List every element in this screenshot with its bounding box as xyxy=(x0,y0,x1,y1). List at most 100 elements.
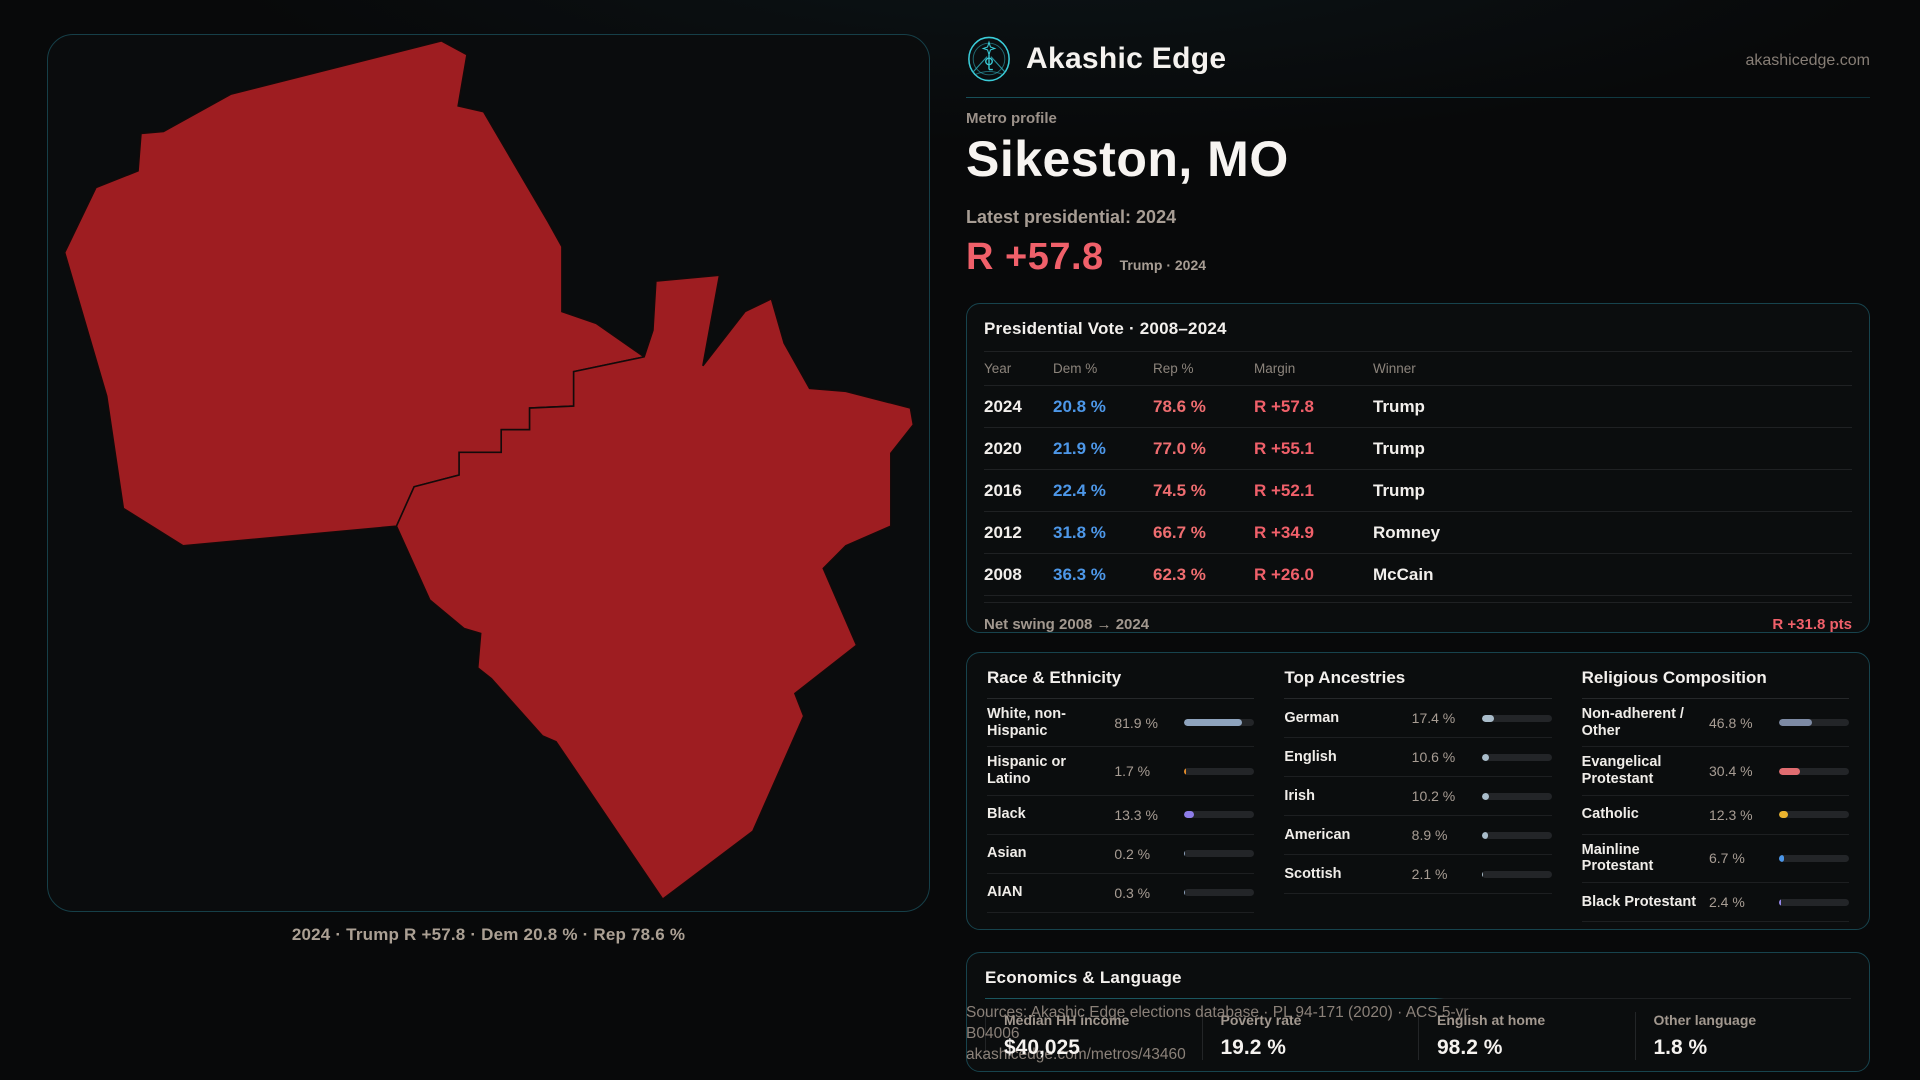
economics-language-card: Economics & Language Median HH income $4… xyxy=(966,952,1870,1072)
vote-year: 2016 xyxy=(984,480,1022,500)
vote-dem-pct: 20.8 % xyxy=(1053,396,1106,416)
stat-value: 30.4 % xyxy=(1709,763,1753,780)
stat-label: Asian xyxy=(987,845,1027,862)
stat-row: Catholic 12.3 % xyxy=(1581,796,1849,835)
stat-row: Hispanic or Latino 1.7 % xyxy=(987,747,1255,796)
vote-winner: McCain xyxy=(1373,564,1434,584)
vote-margin: R +55.1 xyxy=(1254,438,1315,458)
ancestries-section: Top Ancestries German 17.4 % English 10.… xyxy=(1284,653,1552,922)
divider xyxy=(984,351,1852,352)
headline-margin: R +57.8 Trump · 2024 xyxy=(966,238,1206,276)
stat-label: Non-adherent / Other xyxy=(1581,706,1684,739)
vote-table-row: 2012 31.8 % 66.7 % R +34.9 Romney xyxy=(984,512,1852,554)
vote-year: 2024 xyxy=(984,396,1022,416)
stat-bar-fill xyxy=(1481,792,1489,800)
economics-stat-label: Poverty rate xyxy=(1220,1012,1302,1028)
vote-winner: Trump xyxy=(1373,396,1425,416)
stat-bar-fill xyxy=(1779,719,1812,727)
economics-stat: Other language 1.8 % xyxy=(1634,1012,1852,1060)
stat-row: German 17.4 % xyxy=(1284,699,1552,738)
stat-bar-fill xyxy=(1481,870,1484,878)
county-map-panel xyxy=(47,34,930,912)
presidential-vote-card: Presidential Vote · 2008–2024 Year Dem %… xyxy=(966,303,1870,633)
col-year: Year xyxy=(984,361,1012,376)
vote-rep-pct: 62.3 % xyxy=(1153,564,1206,584)
stat-bar-track xyxy=(1779,719,1849,727)
brand-title: Akashic Edge xyxy=(1026,42,1227,75)
stat-bar-track xyxy=(1779,767,1849,775)
stat-row: Mainline Protestant 6.7 % xyxy=(1581,835,1849,884)
economics-card-title: Economics & Language xyxy=(985,968,1182,987)
stat-label: German xyxy=(1284,709,1340,726)
divider xyxy=(987,698,1255,699)
county-shape-east xyxy=(395,274,915,901)
vote-winner: Trump xyxy=(1373,480,1425,500)
vote-table-row: 2020 21.9 % 77.0 % R +55.1 Trump xyxy=(984,428,1852,470)
stat-label: AIAN xyxy=(987,884,1023,901)
economics-stat-label: English at home xyxy=(1437,1012,1546,1028)
net-swing-value: R +31.8 pts xyxy=(1772,616,1852,633)
vote-rep-pct: 78.6 % xyxy=(1153,396,1206,416)
stat-bar-fill xyxy=(1779,854,1784,862)
vote-rep-pct: 66.7 % xyxy=(1153,522,1206,542)
stat-bar-fill xyxy=(1184,719,1242,727)
stat-value: 2.1 % xyxy=(1411,866,1448,882)
race-list: White, non-Hispanic 81.9 % Hispanic or L… xyxy=(987,699,1255,913)
source-url-link[interactable]: akashicedge.com/metros/43460 xyxy=(966,1046,1186,1063)
vote-dem-pct: 31.8 % xyxy=(1053,522,1106,542)
stat-row: Black 13.3 % xyxy=(987,796,1255,835)
vote-dem-pct: 21.9 % xyxy=(1053,438,1106,458)
divider xyxy=(985,998,1851,999)
akashic-edge-logo-icon xyxy=(968,36,1010,82)
col-margin: Margin xyxy=(1254,361,1296,376)
demographics-card: Race & Ethnicity White, non-Hispanic 81.… xyxy=(966,652,1870,930)
vote-margin: R +26.0 xyxy=(1254,564,1315,584)
stat-row: Asian 0.2 % xyxy=(987,835,1255,874)
stat-value: 10.2 % xyxy=(1411,788,1456,804)
stat-value: 8.9 % xyxy=(1411,827,1448,843)
stat-label: White, non-Hispanic xyxy=(987,706,1066,739)
religion-section-title: Religious Composition xyxy=(1581,668,1767,687)
stat-row: Evangelical Protestant 30.4 % xyxy=(1581,747,1849,796)
stat-label: Irish xyxy=(1284,787,1315,804)
stat-value: 1.7 % xyxy=(1114,763,1151,780)
stat-bar-track xyxy=(1481,792,1552,800)
latest-election-label: Latest presidential: 2024 xyxy=(966,207,1177,227)
vote-year: 2008 xyxy=(984,564,1022,584)
economics-stat-value: 98.2 % xyxy=(1437,1036,1503,1059)
vote-year: 2020 xyxy=(984,438,1022,458)
stat-label: American xyxy=(1284,826,1351,843)
ancestries-list: German 17.4 % English 10.6 % Irish 10.2 … xyxy=(1284,699,1552,894)
stat-row: Non-adherent / Other 46.8 % xyxy=(1581,699,1849,748)
stat-row: AIAN 0.3 % xyxy=(987,874,1255,913)
stat-row: American 8.9 % xyxy=(1284,816,1552,855)
stat-row: Black Protestant 2.4 % xyxy=(1581,883,1849,923)
stat-bar-fill xyxy=(1779,811,1788,819)
stat-bar-fill xyxy=(1481,753,1490,761)
net-swing-label: Net swing 2008 → 2024 xyxy=(984,616,1150,633)
header-divider xyxy=(966,97,1870,98)
stat-bar-track xyxy=(1481,753,1552,761)
profile-kicker: Metro profile xyxy=(966,110,1057,127)
map-caption: 2024 · Trump R +57.8 · Dem 20.8 % · Rep … xyxy=(291,925,686,944)
stat-row: Scottish 2.1 % xyxy=(1284,855,1552,894)
stat-value: 46.8 % xyxy=(1709,714,1753,731)
stat-value: 13.3 % xyxy=(1114,806,1158,823)
stat-bar-fill xyxy=(1184,811,1194,819)
religion-section: Religious Composition Non-adherent / Oth… xyxy=(1581,653,1849,923)
headline-margin-value: R +57.8 xyxy=(966,236,1104,278)
economics-stat-value: $40,025 xyxy=(1004,1036,1080,1059)
stat-bar-track xyxy=(1779,811,1849,819)
vote-margin: R +57.8 xyxy=(1254,396,1315,416)
stat-label: Evangelical Protestant xyxy=(1581,754,1662,788)
stat-label: Catholic xyxy=(1581,806,1639,823)
brand-domain-link[interactable]: akashicedge.com xyxy=(1745,52,1870,69)
stat-value: 12.3 % xyxy=(1709,806,1753,823)
stat-value: 0.2 % xyxy=(1114,845,1151,862)
economics-stat: English at home 98.2 % xyxy=(1418,1012,1635,1060)
stat-row: English 10.6 % xyxy=(1284,738,1552,777)
stat-label: Mainline Protestant xyxy=(1581,841,1654,875)
stat-bar-track xyxy=(1184,811,1255,819)
vote-winner: Romney xyxy=(1373,522,1441,542)
